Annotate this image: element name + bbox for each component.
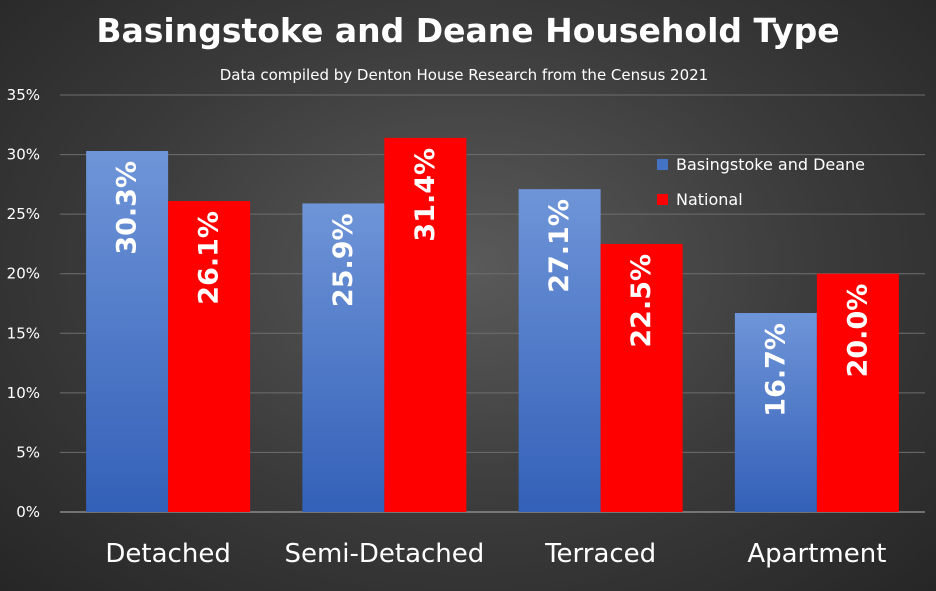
data-label: 16.7% xyxy=(760,323,791,417)
y-tick-label: 30% xyxy=(7,146,40,164)
data-label: 26.1% xyxy=(194,211,225,305)
bars xyxy=(86,137,899,513)
chart-title: Basingstoke and Deane Household Type xyxy=(96,11,839,50)
legend: Basingstoke and Deane National xyxy=(657,155,865,209)
bar xyxy=(384,137,467,513)
x-tick-label: Terraced xyxy=(544,539,656,569)
x-tick-label: Apartment xyxy=(747,539,886,569)
legend-entry: Basingstoke and Deane xyxy=(676,155,865,174)
x-tick-label: Detached xyxy=(105,539,230,569)
chart-subtitle: Data compiled by Denton House Research f… xyxy=(220,66,708,84)
data-label: 22.5% xyxy=(626,254,657,348)
bar xyxy=(600,243,683,512)
data-labels: 30.3% 26.1% 25.9% 31.4% 27.1% 22.5% 16.7% 20.0% xyxy=(112,148,874,417)
x-tick-label: Semi-Detached xyxy=(284,539,484,569)
legend-swatch xyxy=(657,194,668,205)
data-label: 27.1% xyxy=(544,199,575,293)
x-axis-ticks: Detached Semi-Detached Terraced Apartment xyxy=(105,539,886,569)
y-tick-label: 5% xyxy=(16,443,40,461)
bar xyxy=(816,273,899,512)
data-label: 25.9% xyxy=(328,213,359,307)
y-tick-label: 35% xyxy=(7,86,40,104)
y-tick-label: 15% xyxy=(7,324,40,342)
bar xyxy=(302,203,385,513)
y-tick-label: 20% xyxy=(7,265,40,283)
bar xyxy=(86,150,169,513)
y-axis-ticks: 0% 5% 10% 15% 20% 25% 30% 35% xyxy=(7,86,40,521)
y-tick-label: 25% xyxy=(7,205,40,223)
bar xyxy=(518,189,601,512)
data-label: 30.3% xyxy=(112,161,143,255)
y-tick-label: 10% xyxy=(7,384,40,402)
bar xyxy=(734,313,817,512)
legend-swatch xyxy=(657,159,668,170)
y-tick-label: 0% xyxy=(16,503,40,521)
data-label: 31.4% xyxy=(410,148,441,242)
legend-entry: National xyxy=(676,190,743,209)
data-label: 20.0% xyxy=(842,284,873,378)
bar xyxy=(168,201,251,512)
